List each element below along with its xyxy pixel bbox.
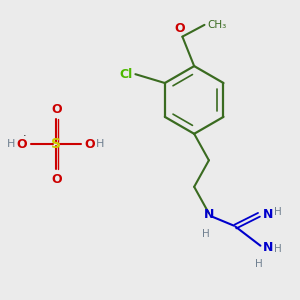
Text: H: H xyxy=(274,207,281,217)
Text: N: N xyxy=(263,208,274,221)
Text: O: O xyxy=(174,22,185,35)
Text: H: H xyxy=(96,139,104,149)
Text: O: O xyxy=(16,138,27,151)
Text: O: O xyxy=(52,103,62,116)
Text: H: H xyxy=(202,230,210,239)
Text: CH₃: CH₃ xyxy=(207,20,227,30)
Text: S: S xyxy=(51,137,61,151)
Text: H: H xyxy=(274,244,281,254)
Text: O: O xyxy=(84,138,95,151)
Text: N: N xyxy=(204,208,214,221)
Text: ·: · xyxy=(23,131,26,141)
Text: N: N xyxy=(263,241,274,254)
Text: H: H xyxy=(255,259,263,269)
Text: Cl: Cl xyxy=(119,68,133,81)
Text: O: O xyxy=(52,173,62,186)
Text: H: H xyxy=(7,139,15,149)
